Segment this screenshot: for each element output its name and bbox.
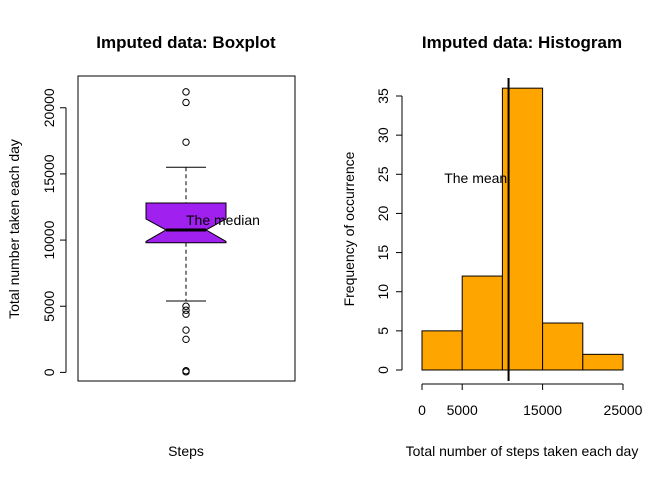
histogram-x-tick-label: 15000	[523, 402, 562, 418]
boxplot-outlier-point	[182, 326, 190, 334]
histogram-x-label: Total number of steps taken each day	[406, 443, 639, 459]
boxplot-y-axis: 0 5000 10000 15000 20000	[41, 88, 67, 376]
histogram-x-axis: 0 5000 15000 25000	[418, 383, 643, 418]
boxplot-title: Imputed data: Boxplot	[96, 33, 276, 52]
boxplot-plot-area: The median	[145, 88, 260, 376]
boxplot-outlier-point	[182, 302, 190, 310]
boxplot-y-tick-label: 20000	[41, 88, 57, 127]
boxplot-outlier-point	[182, 88, 190, 96]
boxplot-x-label: Steps	[168, 443, 204, 459]
boxplot-outlier-point	[182, 98, 190, 107]
histogram-x-tick-label: 0	[418, 402, 426, 418]
boxplot-outlier-point	[182, 306, 190, 314]
boxplot-y-label: Total number taken each day	[6, 139, 22, 319]
histogram-y-tick-label: 5	[375, 327, 391, 335]
boxplot-outlier-point	[182, 310, 190, 318]
boxplot-median-annotation: The median	[186, 212, 260, 228]
histogram-y-tick-label: 15	[375, 245, 391, 261]
histogram-mean-annotation: The mean	[444, 170, 507, 186]
histogram-y-axis: 0 5 10 15 20 25 30 35	[375, 88, 403, 374]
boxplot-plot-frame	[77, 75, 296, 382]
boxplot-box	[145, 202, 227, 244]
histogram-bar	[461, 275, 503, 371]
boxplot-panel: Imputed data: Boxplot 0 5000 10000 15000 200…	[6, 33, 296, 459]
histogram-y-tick-label: 10	[375, 284, 391, 300]
histogram-bar	[582, 353, 624, 371]
boxplot-y-tick-label: 0	[41, 368, 57, 376]
histogram-x-tick-label: 25000	[604, 402, 643, 418]
histogram-bar	[542, 322, 584, 371]
boxplot-outlier-point	[182, 335, 190, 344]
histogram-panel: Imputed data: Histogram 0 5 10 15 20 25 30 35 0…	[341, 33, 643, 459]
histogram-y-tick-label: 0	[375, 366, 391, 374]
histogram-plot-area: The mean	[421, 78, 624, 381]
histogram-title: Imputed data: Histogram	[422, 33, 622, 52]
boxplot-y-tick-label: 15000	[41, 154, 57, 193]
boxplot-outlier-point	[182, 367, 190, 375]
histogram-y-tick-label: 30	[375, 127, 391, 143]
histogram-y-label: Frequency of occurrence	[341, 151, 357, 306]
histogram-x-tick-label: 5000	[447, 402, 478, 418]
histogram-bar	[421, 330, 463, 371]
boxplot-outlier-point	[182, 138, 190, 146]
histogram-y-tick-label: 20	[375, 205, 391, 221]
histogram-y-tick-label: 35	[375, 88, 391, 104]
boxplot-y-tick-label: 5000	[41, 290, 57, 321]
boxplot-y-tick-label: 10000	[41, 220, 57, 259]
histogram-y-tick-label: 25	[375, 166, 391, 182]
